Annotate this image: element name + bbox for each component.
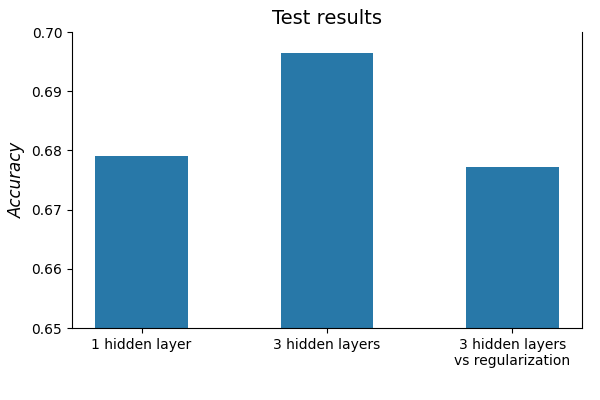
Bar (466, 167, 559, 400)
Bar (95, 156, 188, 400)
Title: Test results: Test results (272, 9, 382, 28)
Bar (281, 53, 373, 400)
Y-axis label: Accuracy: Accuracy (8, 142, 26, 218)
